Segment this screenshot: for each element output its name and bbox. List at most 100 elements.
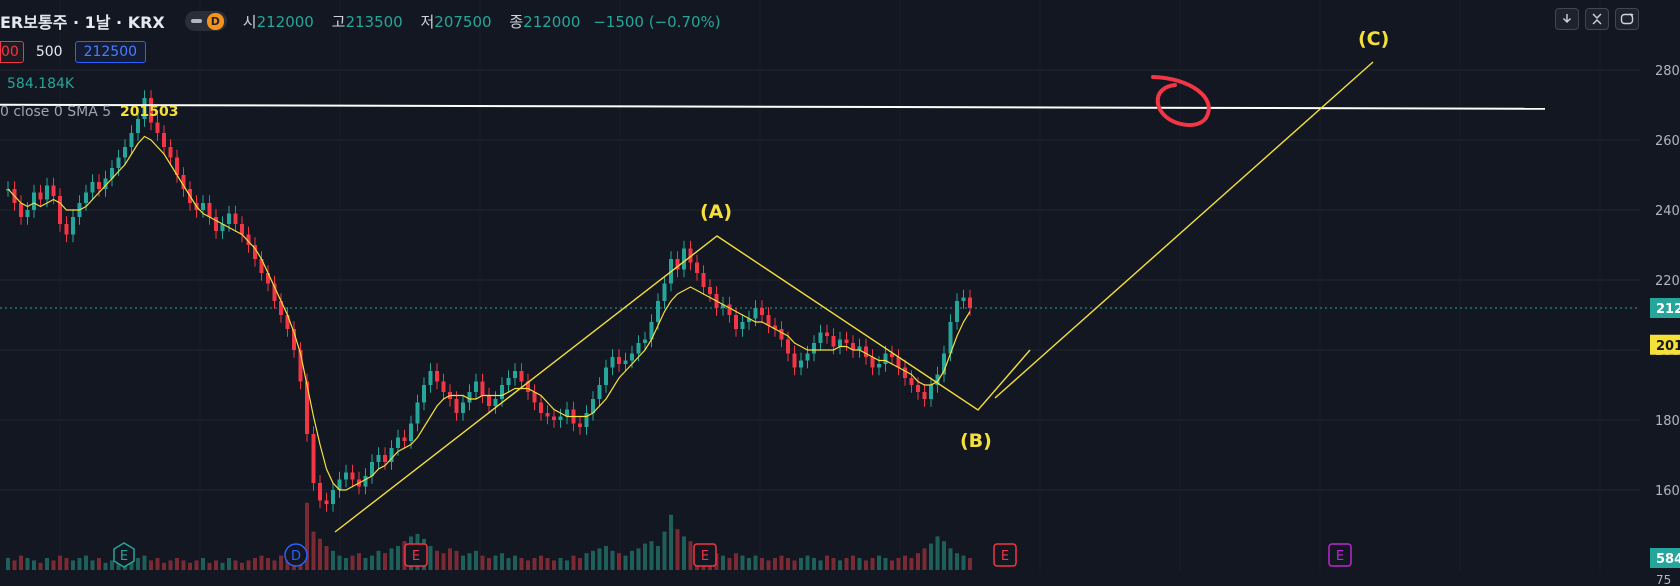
event-marker[interactable] bbox=[693, 543, 717, 567]
event-marker[interactable] bbox=[284, 543, 308, 567]
candle[interactable] bbox=[877, 364, 881, 368]
candle[interactable] bbox=[831, 336, 836, 347]
candle[interactable] bbox=[441, 381, 446, 393]
target-circle[interactable] bbox=[1151, 75, 1211, 128]
candle[interactable] bbox=[662, 283, 667, 302]
candle[interactable] bbox=[870, 357, 875, 368]
candle[interactable] bbox=[825, 332, 829, 337]
candle[interactable] bbox=[298, 350, 303, 382]
candle[interactable] bbox=[376, 455, 381, 462]
candle[interactable] bbox=[610, 357, 615, 368]
candle[interactable] bbox=[792, 353, 797, 368]
candle[interactable] bbox=[435, 371, 439, 382]
candle[interactable] bbox=[129, 133, 134, 147]
wave-c-line[interactable] bbox=[994, 61, 1374, 399]
candle[interactable] bbox=[415, 402, 420, 424]
candle[interactable] bbox=[51, 185, 56, 197]
candle[interactable] bbox=[857, 346, 862, 351]
candle[interactable] bbox=[168, 147, 173, 158]
collapse-icon[interactable] bbox=[1585, 8, 1609, 30]
candle[interactable] bbox=[58, 196, 62, 224]
candle[interactable] bbox=[285, 315, 290, 329]
event-marker[interactable] bbox=[993, 543, 1017, 567]
candle[interactable] bbox=[942, 353, 946, 375]
candle[interactable] bbox=[19, 203, 23, 217]
candle[interactable] bbox=[513, 371, 517, 378]
candle[interactable] bbox=[935, 374, 940, 386]
candle[interactable] bbox=[90, 182, 95, 193]
candle[interactable] bbox=[38, 192, 43, 200]
candle[interactable] bbox=[389, 448, 394, 462]
candle[interactable] bbox=[116, 157, 121, 169]
candle[interactable] bbox=[838, 339, 842, 347]
candle[interactable] bbox=[292, 329, 296, 350]
candle[interactable] bbox=[467, 392, 472, 403]
event-marker[interactable] bbox=[113, 542, 135, 568]
candle[interactable] bbox=[766, 315, 771, 326]
candle[interactable] bbox=[903, 367, 907, 379]
candle[interactable] bbox=[649, 322, 654, 340]
candle[interactable] bbox=[929, 385, 933, 399]
candle[interactable] bbox=[701, 273, 706, 287]
candle[interactable] bbox=[805, 353, 810, 361]
candle[interactable] bbox=[519, 371, 524, 382]
download-icon[interactable] bbox=[1555, 8, 1579, 30]
candle[interactable] bbox=[344, 472, 348, 480]
candle[interactable] bbox=[84, 192, 88, 204]
candle[interactable] bbox=[890, 353, 894, 358]
buy-button[interactable]: 212500 bbox=[74, 41, 147, 63]
candle[interactable] bbox=[396, 437, 400, 449]
wave-label[interactable]: (A) bbox=[700, 201, 732, 223]
candle[interactable] bbox=[721, 304, 725, 309]
candle[interactable] bbox=[181, 175, 186, 189]
candle[interactable] bbox=[259, 259, 264, 273]
candle[interactable] bbox=[584, 413, 589, 427]
candle[interactable] bbox=[636, 343, 641, 354]
candle[interactable] bbox=[545, 413, 550, 417]
wave-label[interactable]: (C) bbox=[1358, 28, 1389, 50]
candle[interactable] bbox=[558, 416, 563, 421]
candle[interactable] bbox=[688, 248, 693, 263]
candle[interactable] bbox=[734, 315, 738, 329]
candle[interactable] bbox=[864, 346, 868, 358]
candle[interactable] bbox=[363, 476, 368, 487]
lot-size[interactable]: 500 bbox=[35, 44, 63, 60]
sma-line[interactable] bbox=[7, 135, 971, 491]
candle[interactable] bbox=[532, 392, 537, 403]
candle[interactable] bbox=[786, 339, 790, 354]
candle[interactable] bbox=[136, 119, 140, 133]
sell-button[interactable]: 00 bbox=[0, 41, 24, 63]
horizontal-line[interactable] bbox=[0, 103, 1546, 110]
candle[interactable] bbox=[500, 385, 504, 399]
candle[interactable] bbox=[916, 385, 920, 392]
candle[interactable] bbox=[818, 332, 823, 344]
candle[interactable] bbox=[25, 210, 30, 217]
candle[interactable] bbox=[896, 357, 901, 368]
candle[interactable] bbox=[604, 367, 608, 386]
candle[interactable] bbox=[493, 399, 498, 406]
candle[interactable] bbox=[214, 217, 218, 231]
candle[interactable] bbox=[305, 381, 309, 435]
candle[interactable] bbox=[233, 213, 238, 225]
candle[interactable] bbox=[643, 339, 647, 344]
candle[interactable] bbox=[487, 395, 491, 407]
candle[interactable] bbox=[922, 392, 927, 399]
candle[interactable] bbox=[552, 416, 556, 421]
candle[interactable] bbox=[623, 360, 628, 365]
candle[interactable] bbox=[474, 381, 478, 393]
candle[interactable] bbox=[844, 339, 849, 344]
candle[interactable] bbox=[526, 381, 530, 393]
candle[interactable] bbox=[747, 318, 751, 323]
candle[interactable] bbox=[201, 203, 205, 210]
candle[interactable] bbox=[656, 301, 660, 322]
candle[interactable] bbox=[402, 437, 407, 442]
candle[interactable] bbox=[961, 297, 966, 302]
candle[interactable] bbox=[32, 192, 36, 211]
candle[interactable] bbox=[207, 203, 212, 217]
candle[interactable] bbox=[578, 423, 582, 428]
candle[interactable] bbox=[591, 399, 595, 413]
candle[interactable] bbox=[279, 301, 283, 315]
candle[interactable] bbox=[370, 462, 374, 476]
candle[interactable] bbox=[565, 409, 569, 417]
candle[interactable] bbox=[948, 322, 953, 354]
